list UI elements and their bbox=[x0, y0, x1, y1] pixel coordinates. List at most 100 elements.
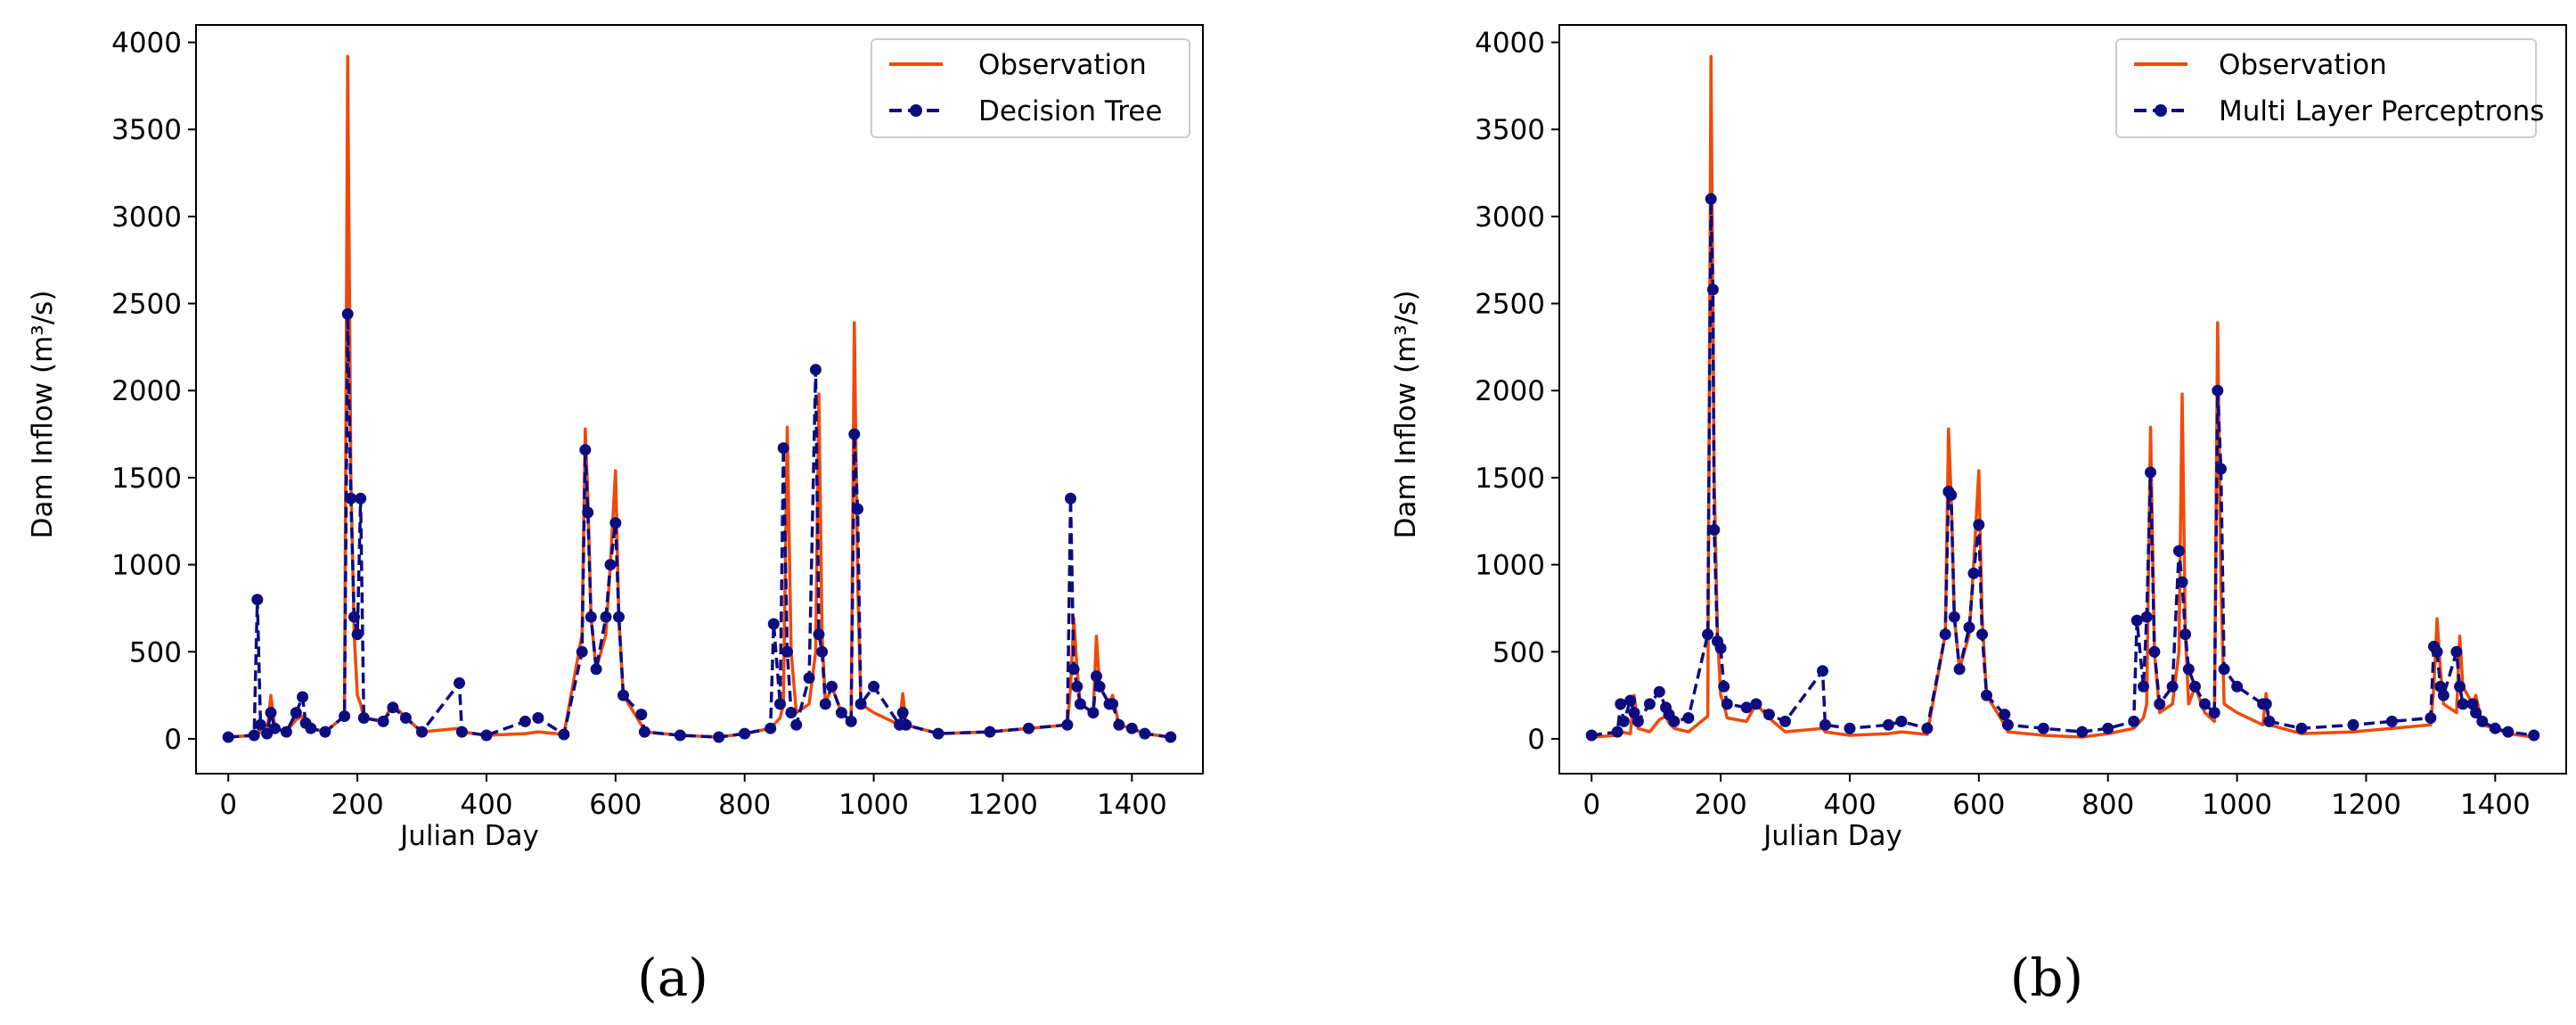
model-point bbox=[254, 718, 266, 731]
model-point bbox=[2166, 680, 2179, 693]
model-point bbox=[1087, 707, 1100, 719]
model-point bbox=[2434, 680, 2447, 693]
model-point bbox=[480, 729, 493, 742]
model-point bbox=[248, 729, 260, 742]
y-tick-label: 1000 bbox=[1475, 550, 1545, 582]
model-point bbox=[767, 618, 780, 630]
model-point bbox=[1708, 524, 1721, 536]
model-point bbox=[777, 442, 789, 455]
model-point bbox=[2528, 729, 2540, 742]
model-point bbox=[1740, 701, 1753, 714]
model-point bbox=[1682, 712, 1695, 724]
y-tick-label: 1000 bbox=[111, 550, 182, 582]
model-point bbox=[2431, 645, 2443, 658]
model-point bbox=[2130, 614, 2143, 627]
legend-box-a bbox=[871, 38, 1190, 138]
model-point bbox=[2037, 722, 2049, 734]
y-tick-label: 500 bbox=[1492, 636, 1545, 668]
panel-label-a: (a) bbox=[637, 947, 708, 1008]
model-point bbox=[739, 727, 751, 740]
model-point bbox=[1921, 722, 1934, 734]
model-point bbox=[2502, 726, 2515, 738]
y-tick-label: 0 bbox=[1527, 724, 1545, 756]
ticks-a: 0 200 400 600 800 1000 1200 1400 0 500 1000 1500 200… bbox=[111, 28, 1167, 821]
model-point bbox=[803, 672, 815, 685]
model-point bbox=[2128, 715, 2140, 727]
model-point bbox=[1653, 685, 1665, 698]
model-point bbox=[1981, 689, 1992, 701]
y-tick-label: 3000 bbox=[1475, 201, 1545, 234]
x-tick-label: 400 bbox=[1823, 789, 1876, 821]
model-point bbox=[781, 645, 793, 658]
model-point bbox=[835, 707, 847, 719]
model-point bbox=[355, 492, 367, 504]
model-point bbox=[387, 701, 399, 714]
model-point bbox=[900, 718, 912, 731]
model-point bbox=[1967, 567, 1980, 579]
model-point bbox=[2102, 722, 2114, 734]
model-point bbox=[1750, 698, 1762, 710]
model-point bbox=[399, 712, 412, 724]
model-point bbox=[265, 707, 277, 719]
model-point bbox=[819, 698, 831, 710]
plot-area-b bbox=[1558, 24, 2567, 775]
model-point bbox=[1702, 628, 1714, 641]
model-point bbox=[896, 707, 909, 719]
model-point bbox=[1948, 611, 1960, 623]
model-point bbox=[1093, 680, 1106, 693]
ticks-b: 0 200 400 600 800 1000 1200 1400 0 500 1000 1500 200… bbox=[1475, 28, 2531, 821]
model-point bbox=[713, 731, 725, 743]
model-point bbox=[268, 722, 281, 734]
model-point bbox=[1973, 519, 1985, 531]
model-point bbox=[532, 712, 544, 724]
model-point bbox=[2148, 645, 2161, 658]
y-tick-label: 2000 bbox=[1475, 375, 1545, 407]
x-tick-label: 1000 bbox=[2202, 789, 2272, 821]
y-tick-label: 2500 bbox=[111, 289, 182, 321]
model-point bbox=[222, 731, 234, 743]
x-tick-label: 200 bbox=[331, 789, 384, 821]
y-tick-label: 0 bbox=[164, 724, 182, 756]
legend-model-marker-b bbox=[2155, 104, 2167, 117]
model-point bbox=[2208, 707, 2220, 719]
model-point bbox=[280, 726, 292, 738]
model-point bbox=[2347, 718, 2359, 731]
model-point bbox=[868, 680, 880, 693]
model-point bbox=[2457, 698, 2469, 710]
plot-area-a bbox=[195, 24, 1204, 775]
y-tick-label: 500 bbox=[129, 636, 182, 668]
model-point bbox=[2454, 680, 2466, 693]
y-tick-label: 2500 bbox=[1475, 289, 1545, 321]
model-point bbox=[826, 680, 838, 693]
model-point bbox=[2295, 722, 2308, 734]
model-point bbox=[455, 726, 468, 738]
series-model-b bbox=[1591, 197, 2535, 737]
model-point bbox=[1976, 628, 1988, 641]
model-point bbox=[816, 645, 829, 658]
axes-frame-b bbox=[1558, 24, 2567, 775]
model-point bbox=[1624, 694, 1637, 707]
legend-b: Observation Multi Layer Perceptrons bbox=[2115, 38, 2544, 138]
model-point bbox=[813, 628, 825, 641]
model-point bbox=[765, 722, 777, 734]
model-point bbox=[1643, 698, 1656, 710]
x-tick-label: 800 bbox=[2081, 789, 2134, 821]
model-point bbox=[519, 715, 531, 727]
model-point bbox=[558, 728, 570, 741]
model-point bbox=[582, 506, 594, 519]
model-point bbox=[585, 611, 597, 623]
model-point bbox=[852, 503, 863, 515]
model-point bbox=[2263, 715, 2276, 727]
legend-observation-label-a: Observation bbox=[978, 49, 1147, 81]
x-tick-label: 1400 bbox=[1097, 789, 1167, 821]
x-tick-label: 1200 bbox=[968, 789, 1038, 821]
x-axis-label-b: Julian Day bbox=[1762, 820, 1902, 852]
model-point bbox=[1022, 722, 1034, 734]
model-point bbox=[2231, 680, 2244, 693]
model-point bbox=[2212, 384, 2224, 397]
model-point bbox=[1061, 718, 1074, 731]
model-point bbox=[604, 559, 617, 571]
model-point bbox=[1999, 709, 2011, 721]
model-point bbox=[1844, 722, 1856, 734]
